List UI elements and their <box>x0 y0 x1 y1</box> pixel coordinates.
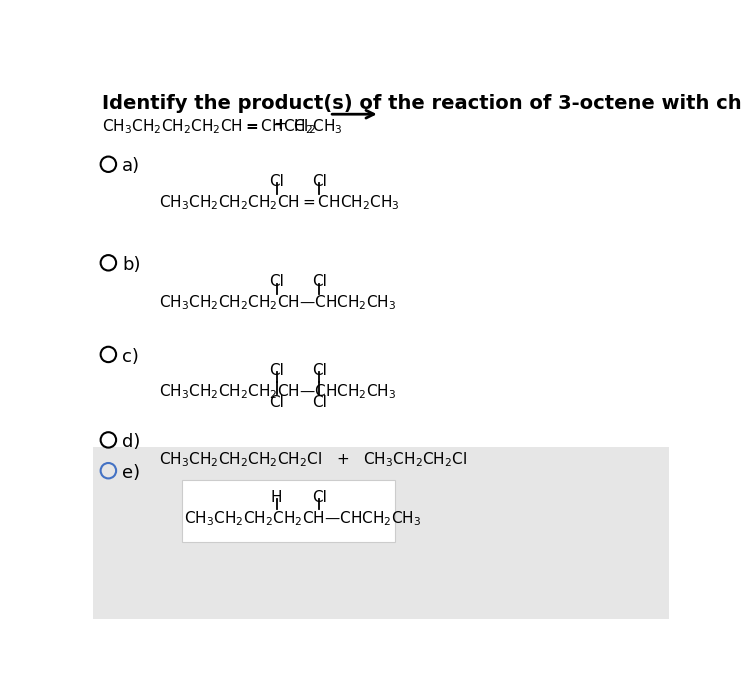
Text: H: H <box>270 490 282 505</box>
Text: +: + <box>273 117 286 132</box>
Text: CH$_3$CH$_2$CH$_2$CH$_2$CH—CHCH$_2$CH$_3$: CH$_3$CH$_2$CH$_2$CH$_2$CH—CHCH$_2$CH$_3… <box>159 382 396 401</box>
Text: Cl: Cl <box>269 275 284 289</box>
Text: e): e) <box>123 464 140 482</box>
FancyBboxPatch shape <box>182 480 395 541</box>
Text: Cl: Cl <box>269 363 284 378</box>
Text: Identify the product(s) of the reaction of 3-octene with chlorine.: Identify the product(s) of the reaction … <box>103 95 743 113</box>
Text: Cl: Cl <box>269 395 284 410</box>
Text: d): d) <box>123 433 140 451</box>
Text: CH$_3$CH$_2$CH$_2$CH$_2$CH$\mathbf{=}$CHCH$_2$CH$_3$: CH$_3$CH$_2$CH$_2$CH$_2$CH$\mathbf{=}$CH… <box>103 117 343 136</box>
Text: Cl: Cl <box>312 490 327 505</box>
Text: Cl: Cl <box>312 275 327 289</box>
Text: CH$_3$CH$_2$CH$_2$CH$_2$CH$_2$Cl   +   CH$_3$CH$_2$CH$_2$Cl: CH$_3$CH$_2$CH$_2$CH$_2$CH$_2$Cl + CH$_3… <box>159 450 467 468</box>
Text: CH$_3$CH$_2$CH$_2$CH$_2$CH—CHCH$_2$CH$_3$: CH$_3$CH$_2$CH$_2$CH$_2$CH—CHCH$_2$CH$_3… <box>159 293 396 312</box>
Text: c): c) <box>123 348 139 366</box>
Text: Cl: Cl <box>312 363 327 378</box>
Text: CH$_3$CH$_2$CH$_2$CH$_2$CH—CHCH$_2$CH$_3$: CH$_3$CH$_2$CH$_2$CH$_2$CH—CHCH$_2$CH$_3… <box>184 509 421 528</box>
Text: Cl: Cl <box>312 174 327 189</box>
Text: Cl: Cl <box>269 174 284 189</box>
Text: Cl$_2$: Cl$_2$ <box>293 117 316 136</box>
Text: CH$_3$CH$_2$CH$_2$CH$_2$CH$=$CHCH$_2$CH$_3$: CH$_3$CH$_2$CH$_2$CH$_2$CH$=$CHCH$_2$CH$… <box>159 193 400 212</box>
Text: a): a) <box>123 157 140 175</box>
Bar <box>93 447 669 619</box>
Text: Cl: Cl <box>312 395 327 410</box>
Text: b): b) <box>123 256 141 274</box>
